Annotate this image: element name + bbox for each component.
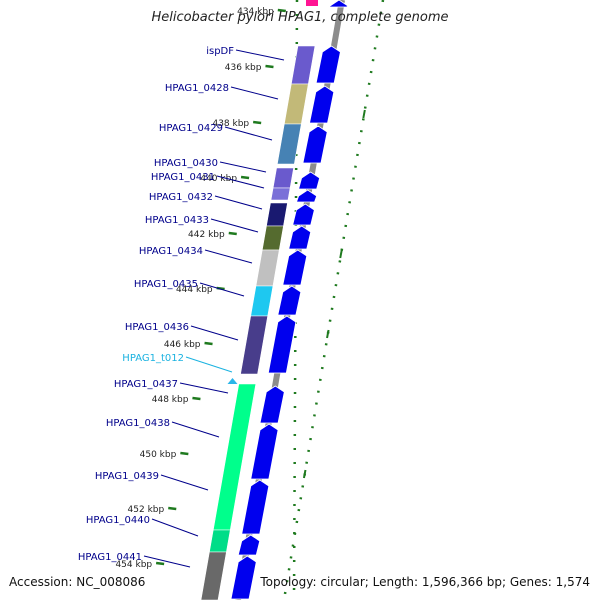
map-title: Helicobacter pylori HPAG1, complete geno…: [151, 10, 449, 25]
gene-leader-line: [171, 421, 220, 438]
tick-label: 438 kbp: [212, 119, 249, 129]
cds-arrow: [277, 285, 302, 316]
cds-arrow: [259, 385, 285, 424]
tick-label: 436 kbp: [225, 63, 262, 73]
trna-marker: [227, 378, 238, 384]
gene-label: HPAG1_0431: [151, 172, 215, 183]
cds-arrow: [302, 125, 328, 164]
tick-mark: [240, 175, 250, 180]
tick-label: 452 kbp: [128, 505, 165, 515]
tick-mark: [155, 561, 165, 566]
cds-arrow: [237, 534, 261, 556]
tick-mark: [204, 341, 213, 346]
gc-dash-mark: [326, 329, 330, 339]
cds-arrow: [288, 225, 312, 250]
gene-color-band: [276, 123, 302, 165]
gene-leader-line: [204, 249, 253, 264]
gc-dash-mark: [339, 249, 343, 259]
gene-color-band: [266, 202, 288, 227]
tick-label: 440 kbp: [200, 174, 237, 184]
gene-label: HPAG1_0437: [114, 379, 178, 390]
gene-label: HPAG1_0441: [78, 552, 142, 563]
gene-color-band: [272, 167, 294, 189]
tick-mark: [277, 8, 286, 13]
gene-leader-line: [179, 382, 229, 394]
gene-label: HPAG1_0429: [159, 123, 223, 134]
cds-arrow: [315, 45, 341, 84]
tick-mark: [265, 64, 274, 69]
tick-mark: [228, 231, 237, 236]
tick-label: 444 kbp: [176, 285, 213, 295]
gene-label: HPAG1_0440: [86, 515, 150, 526]
gene-color-band: [209, 529, 231, 553]
gene-color-band: [240, 315, 269, 375]
gene-leader-line: [216, 175, 265, 189]
genome-summary-text: Topology: circular; Length: 1,596,366 bp…: [260, 575, 590, 589]
gene-label: HPAG1_0432: [149, 192, 213, 203]
tick-mark: [253, 120, 262, 125]
cds-arrow: [230, 555, 257, 600]
gene-leader-line: [230, 86, 279, 100]
gene-color-band: [200, 551, 227, 600]
cds-arrow: [241, 479, 270, 535]
gene-label: HPAG1_0439: [95, 471, 159, 482]
gene-leader-line: [143, 555, 191, 568]
gene-leader-line: [210, 218, 259, 233]
trna-label: HPAG1_t012: [122, 353, 184, 364]
cds-arrow: [327, 0, 349, 8]
tick-label: 442 kbp: [188, 230, 225, 240]
cds-arrow: [309, 85, 335, 124]
gene-color-band: [290, 45, 316, 85]
gene-label: ispDF: [206, 46, 234, 57]
gene-color-band: [250, 285, 274, 317]
gene-leader-line: [190, 325, 239, 341]
gene-leader-line: [185, 356, 233, 373]
gene-leader-line: [199, 282, 245, 297]
tick-mark: [168, 506, 177, 511]
gc-dash-mark: [302, 469, 307, 479]
tick-mark: [192, 396, 201, 401]
tick-label: 454 kbp: [115, 560, 152, 570]
gene-label: HPAG1_0436: [125, 322, 189, 333]
tick-mark: [180, 451, 189, 456]
tick-label: 448 kbp: [152, 395, 189, 405]
tick-label: 434 kbp: [237, 7, 274, 17]
cds-arrow: [250, 423, 279, 480]
cds-arrow: [295, 189, 318, 203]
gene-label: HPAG1_0438: [106, 418, 170, 429]
cds-arrow: [292, 203, 315, 226]
gene-label: HPAG1_0430: [154, 158, 218, 169]
cds-arrow: [267, 315, 297, 374]
accession-text: Accession: NC_008086: [9, 575, 146, 589]
gene-leader-line: [160, 474, 209, 491]
gene-label: HPAG1_0433: [145, 215, 209, 226]
gene-label: HPAG1_0428: [165, 83, 229, 94]
gene-leader-line: [219, 161, 267, 173]
gene-leader-line: [214, 195, 263, 210]
gene-label: HPAG1_0434: [139, 246, 203, 257]
gc-dash-mark: [362, 109, 366, 119]
gene-leader-line: [235, 49, 285, 61]
cds-arrow: [282, 249, 308, 286]
gene-color-band: [261, 225, 284, 251]
gene-color-band: [306, 0, 318, 6]
tick-label: 446 kbp: [164, 340, 201, 350]
gene-color-band: [283, 83, 309, 125]
gene-leader-line: [151, 518, 199, 537]
tick-label: 450 kbp: [140, 450, 177, 460]
gene-color-band: [270, 187, 291, 201]
cds-arrow: [298, 171, 321, 190]
gene-label: HPAG1_0435: [134, 279, 198, 290]
gene-leader-line: [224, 126, 273, 141]
gene-color-band: [255, 249, 280, 287]
